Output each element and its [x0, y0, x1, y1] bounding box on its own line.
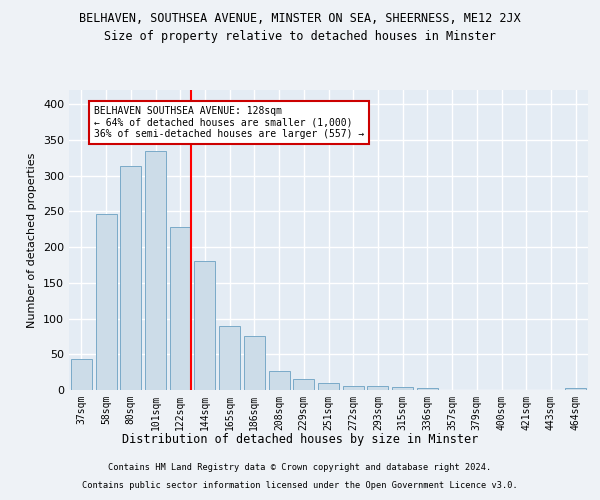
Bar	[417, 388, 438, 390]
Bar	[269, 372, 290, 390]
Bar	[392, 387, 413, 390]
Bar	[71, 358, 92, 390]
Bar	[343, 386, 364, 390]
Bar	[120, 166, 141, 390]
Bar	[565, 388, 586, 390]
Text: Distribution of detached houses by size in Minster: Distribution of detached houses by size …	[122, 432, 478, 446]
Bar	[95, 214, 116, 390]
Bar	[170, 227, 191, 390]
Y-axis label: Number of detached properties: Number of detached properties	[28, 152, 37, 328]
Bar	[219, 326, 240, 390]
Bar	[244, 336, 265, 390]
Text: BELHAVEN SOUTHSEA AVENUE: 128sqm
← 64% of detached houses are smaller (1,000)
36: BELHAVEN SOUTHSEA AVENUE: 128sqm ← 64% o…	[94, 106, 364, 139]
Text: BELHAVEN, SOUTHSEA AVENUE, MINSTER ON SEA, SHEERNESS, ME12 2JX: BELHAVEN, SOUTHSEA AVENUE, MINSTER ON SE…	[79, 12, 521, 26]
Text: Size of property relative to detached houses in Minster: Size of property relative to detached ho…	[104, 30, 496, 43]
Bar	[145, 150, 166, 390]
Bar	[367, 386, 388, 390]
Bar	[194, 262, 215, 390]
Text: Contains HM Land Registry data © Crown copyright and database right 2024.: Contains HM Land Registry data © Crown c…	[109, 464, 491, 472]
Text: Contains public sector information licensed under the Open Government Licence v3: Contains public sector information licen…	[82, 481, 518, 490]
Bar	[318, 383, 339, 390]
Bar	[293, 378, 314, 390]
